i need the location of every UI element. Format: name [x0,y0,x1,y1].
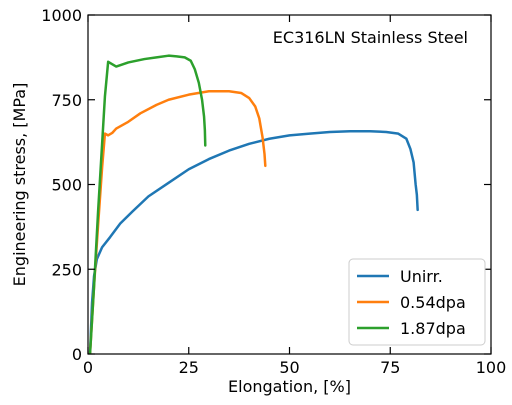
y-axis: 0 250 500 750 1000 [41,6,491,364]
legend-label-unirr: Unirr. [400,267,443,286]
series-layer [88,54,419,354]
series-line-0-54dpa [88,90,267,354]
legend: Unirr. 0.54dpa 1.87dpa [348,258,486,346]
x-tick-label: 100 [476,358,507,377]
y-tick-label: 750 [51,91,82,110]
legend-label-1-87dpa: 1.87dpa [400,319,466,338]
chart-title: EC316LN Stainless Steel [273,28,468,47]
series-line-unirr [88,130,419,354]
series-line-1-87dpa [88,54,207,354]
legend-label-0-54dpa: 0.54dpa [400,293,466,312]
x-axis: 0 25 50 75 100 [83,15,506,377]
y-axis-title: Engineering stress, [MPa] [10,83,29,287]
x-tick-label: 75 [380,358,400,377]
x-tick-label: 0 [83,358,93,377]
y-tick-label: 1000 [41,6,82,25]
x-tick-label: 25 [179,358,199,377]
y-tick-label: 0 [72,345,82,364]
y-tick-label: 500 [51,176,82,195]
legend-box [348,258,486,346]
x-tick-label: 50 [279,358,299,377]
x-axis-title: Elongation, [%] [228,377,351,396]
y-tick-label: 250 [51,260,82,279]
